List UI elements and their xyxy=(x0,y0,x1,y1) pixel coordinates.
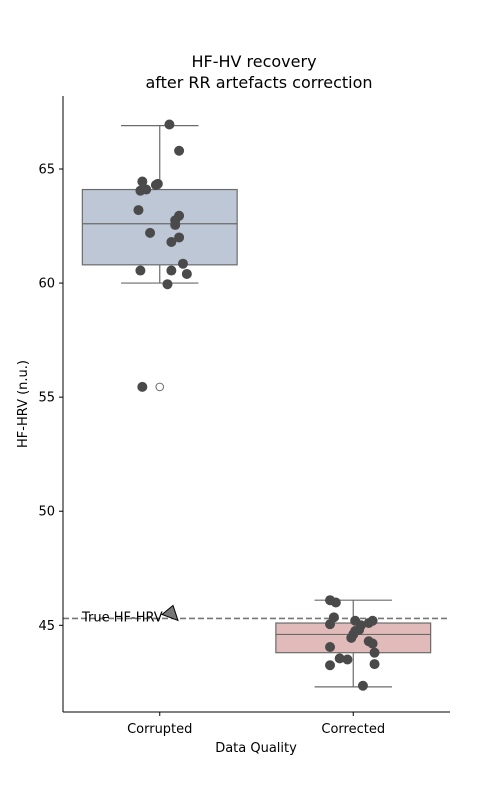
data-point xyxy=(357,680,368,691)
data-point xyxy=(325,641,336,652)
y-tick-label: 50 xyxy=(38,505,55,520)
data-point xyxy=(174,232,185,243)
annotation-arrowhead xyxy=(161,604,179,622)
data-point xyxy=(135,185,146,196)
data-point xyxy=(166,265,177,276)
data-point xyxy=(133,205,144,216)
data-point xyxy=(164,119,175,130)
y-axis-label: HF-HRV (n.u.) xyxy=(16,360,31,448)
data-point xyxy=(369,647,380,658)
y-tick-label: 55 xyxy=(38,391,55,406)
outlier-marker xyxy=(155,382,165,392)
data-point xyxy=(367,638,378,649)
data-point xyxy=(325,660,336,671)
data-point xyxy=(174,145,185,156)
chart-title-line-1: HF-HV recovery xyxy=(191,52,316,71)
x-tick-label: Corrupted xyxy=(127,722,192,737)
data-point xyxy=(334,653,345,664)
data-point xyxy=(363,618,374,629)
plot-area: True HF-HRV 45 50 55 60 65 Corrupted Corrected xyxy=(38,96,450,737)
data-point xyxy=(166,237,177,248)
data-point xyxy=(346,632,357,643)
data-point xyxy=(170,219,181,230)
y-tick-label: 60 xyxy=(38,277,55,292)
data-point xyxy=(137,176,148,187)
reference-label: True HF-HRV xyxy=(81,610,163,625)
data-point xyxy=(325,619,336,630)
data-point xyxy=(369,659,380,670)
box-corrupted xyxy=(81,188,238,266)
data-point xyxy=(145,227,156,238)
data-point xyxy=(330,597,341,608)
data-point xyxy=(135,265,146,276)
y-tick-label: 45 xyxy=(38,619,55,634)
data-point xyxy=(162,279,173,290)
data-point xyxy=(177,258,188,269)
data-point xyxy=(137,381,148,392)
y-tick-label: 65 xyxy=(38,163,55,178)
data-point xyxy=(342,654,353,665)
x-axis-label: Data Quality xyxy=(215,741,297,756)
data-point xyxy=(181,268,192,279)
chart-title-line-2: after RR artefacts correction xyxy=(145,73,372,92)
data-point xyxy=(150,179,161,190)
x-tick-label: Corrected xyxy=(321,722,385,737)
